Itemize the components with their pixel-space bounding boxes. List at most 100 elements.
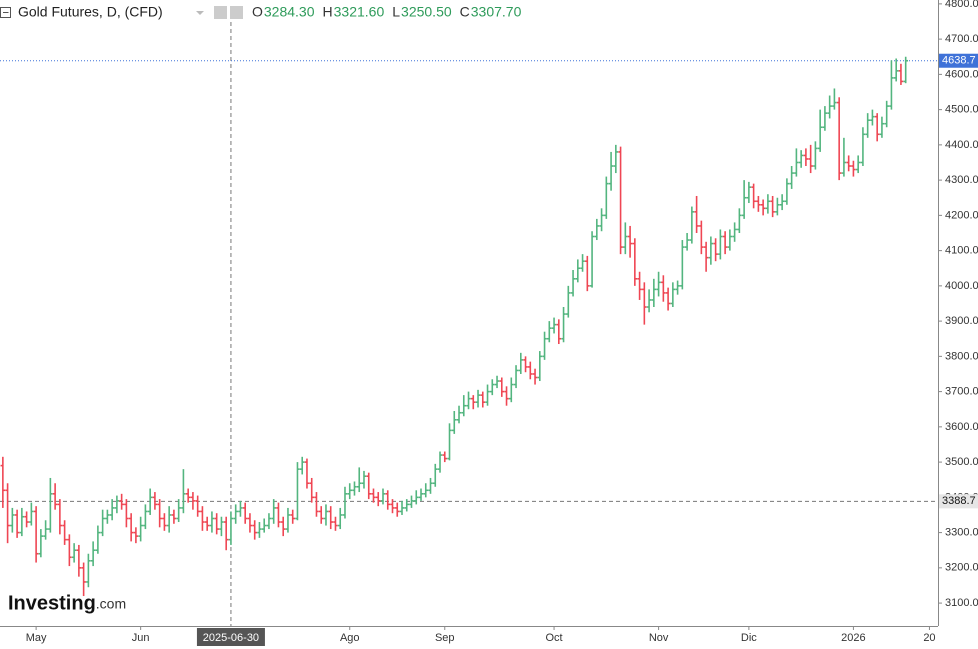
ohlc-bar xyxy=(627,225,633,258)
y-tick-label: 4500.0 xyxy=(945,104,978,116)
ohlc-bar xyxy=(404,499,410,512)
ohlc-bar xyxy=(223,516,229,551)
ohlc-bar xyxy=(119,493,124,510)
ohlc-bar xyxy=(803,148,809,167)
ohlc-bar xyxy=(756,195,761,212)
ohlc-bar xyxy=(865,113,870,138)
ohlc-bar xyxy=(323,504,329,526)
ohlc-bar xyxy=(889,60,894,110)
ohlc-bar xyxy=(508,377,514,403)
ohlc-bar xyxy=(242,502,248,524)
ohlc-bar xyxy=(200,506,205,531)
ohlc-bar xyxy=(874,113,880,142)
ohlc-bar xyxy=(252,520,257,540)
ohlc-bar xyxy=(371,488,376,503)
close-icon[interactable] xyxy=(230,6,243,19)
ohlc-bar xyxy=(613,144,619,174)
ohlc-bar xyxy=(5,483,10,544)
ohlc-bar xyxy=(143,504,148,530)
x-tick-label: Ago xyxy=(340,632,360,644)
y-tick-label: 3600.0 xyxy=(945,421,978,433)
ohlc-bar xyxy=(575,259,581,283)
ohlc-bar xyxy=(642,282,647,325)
x-tick-label: 2026 xyxy=(841,632,865,644)
ohlc-bar xyxy=(651,278,657,308)
y-tick-label: 4600.0 xyxy=(945,68,978,80)
ohlc-bar xyxy=(827,95,832,119)
ohlc-bar xyxy=(737,208,742,233)
ohlc-bar xyxy=(76,544,82,577)
ohlc-bar xyxy=(271,499,277,524)
ohlc-bar xyxy=(333,516,338,531)
x-tick-label: Sep xyxy=(435,632,455,644)
ohlc-bar xyxy=(808,144,813,174)
ohlc-bar xyxy=(746,181,752,204)
ohlc-bar xyxy=(561,307,566,343)
x-tick-label: 20 xyxy=(923,632,935,644)
ohlc-bar xyxy=(699,220,704,255)
ohlc-bar xyxy=(24,511,29,528)
crosshair-x-box xyxy=(196,628,265,646)
ohlc-bar xyxy=(247,513,253,533)
y-tick-label: 4000.0 xyxy=(945,280,978,292)
ohlc-bar xyxy=(527,361,533,380)
ohlc-bar xyxy=(157,499,162,528)
ohlc-bar xyxy=(670,282,676,308)
ohlc-bar xyxy=(475,389,481,408)
ohlc-bar xyxy=(328,506,334,530)
ohlc-bar xyxy=(314,492,319,517)
ohlc-bar xyxy=(166,506,172,533)
ohlc-bar xyxy=(195,495,200,517)
ohlc-bar xyxy=(423,483,429,498)
ohlc-bar xyxy=(618,146,623,255)
ohlc-key: L xyxy=(392,4,400,20)
y-tick-label: 4100.0 xyxy=(945,245,978,257)
ohlc-bar xyxy=(893,58,899,82)
ohlc-bar xyxy=(689,206,695,244)
ohlc-bar xyxy=(390,499,395,514)
x-tick-label: Oct xyxy=(545,632,562,644)
ohlc-bar xyxy=(356,467,362,493)
ohlc-bar xyxy=(432,463,438,487)
ohlc-bar xyxy=(798,150,804,168)
x-tick-label: Dic xyxy=(741,632,757,644)
ohlc-bar xyxy=(817,109,823,152)
ohlc-bar xyxy=(10,507,15,533)
last-price-box xyxy=(939,53,978,68)
ohlc-bar xyxy=(385,490,391,510)
ohlc-bar xyxy=(29,502,34,526)
ohlc-bar xyxy=(124,499,129,528)
ohlc-bar xyxy=(589,231,595,288)
ohlc-bar xyxy=(513,365,519,389)
dropdown-arrow[interactable] xyxy=(196,11,204,15)
ohlc-bar xyxy=(152,492,158,510)
ohlc-bar xyxy=(257,522,262,538)
ohlc-bar xyxy=(466,391,471,410)
ohlc-bar xyxy=(570,269,576,297)
y-tick-label: 4300.0 xyxy=(945,174,978,186)
ohlc-bar xyxy=(870,109,875,126)
ohlc-bar xyxy=(836,97,842,181)
ohlc-bar xyxy=(418,488,424,501)
ohlc-bar xyxy=(741,180,747,219)
y-tick-label: 4200.0 xyxy=(945,209,978,221)
ohlc-bar xyxy=(171,509,177,524)
ohlc-bar xyxy=(846,155,851,172)
settings-icon[interactable] xyxy=(214,6,227,19)
ohlc-bar xyxy=(38,529,44,558)
y-tick-label: 3700.0 xyxy=(945,386,978,398)
ohlc-bar xyxy=(52,483,58,510)
x-tick-label: Nov xyxy=(649,632,669,644)
ohlc-bar xyxy=(855,155,861,174)
watermark-brand: Investing xyxy=(8,592,96,614)
ohlc-bar xyxy=(727,229,733,251)
y-tick-label: 3300.0 xyxy=(945,526,978,538)
ohlc-bar xyxy=(608,151,614,191)
ohlc-bar xyxy=(295,462,300,521)
ohlc-bar xyxy=(684,232,690,251)
ohlc-bar xyxy=(447,423,452,461)
ohlc-bar xyxy=(185,488,191,503)
ohlc-bar xyxy=(523,356,528,373)
ohlc-bar xyxy=(470,395,476,410)
